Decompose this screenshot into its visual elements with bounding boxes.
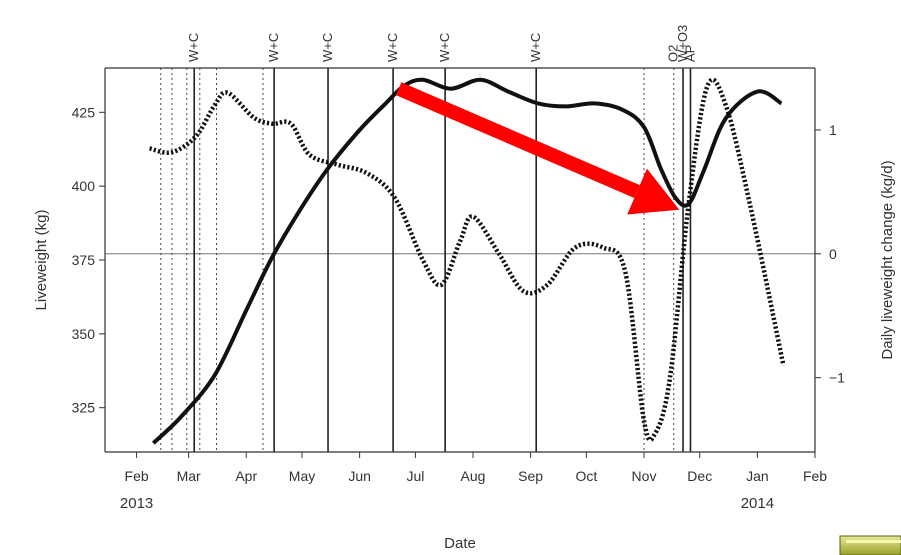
y2-tick-label: −1 [829, 370, 845, 386]
axes: 325 350 375 400 425 −1 0 1 Feb Mar Apr May Jun Jul Aug… [72, 67, 845, 512]
liveweight-line [151, 77, 783, 445]
x-year-label: 2013 [120, 495, 153, 512]
event-label: O2 [666, 45, 681, 62]
y-tick-label: 325 [72, 400, 96, 416]
y-tick-label: 425 [72, 104, 96, 120]
event-label: W+C [528, 33, 543, 62]
corner-badge-highlight [846, 540, 901, 543]
x-tick-label: Apr [235, 468, 257, 484]
x-tick-label: Oct [575, 468, 597, 484]
y-tick-label: 350 [72, 326, 96, 342]
annotation-layer [395, 82, 680, 215]
y-axis-title: Liveweight (kg) [33, 210, 50, 311]
x-year-label: 2014 [741, 495, 774, 512]
event-label: W+C [437, 33, 452, 62]
event-label: AP [682, 45, 697, 62]
event-label: W+O3 [675, 25, 690, 62]
series-layer [149, 77, 786, 445]
x-tick-label: Sep [518, 468, 543, 484]
x-tick-label: Nov [632, 468, 657, 484]
y-tick-label: 375 [72, 252, 96, 268]
x-tick-label: Aug [461, 468, 486, 484]
x-tick-label: Jul [406, 468, 424, 484]
corner-badge [839, 535, 901, 555]
y2-tick-label: 1 [829, 122, 837, 138]
x-tick-label: Jan [746, 468, 769, 484]
event-label: W+C [320, 33, 335, 62]
y-tick-label: 400 [72, 178, 96, 194]
annotation-arrow-shaft [395, 82, 640, 198]
y2-axis-title: Daily liveweight change (kg/d) [879, 160, 896, 359]
x-tick-label: Mar [177, 468, 201, 484]
daily-change-line [149, 77, 786, 443]
annotation-arrow-head [627, 168, 680, 215]
y2-tick-label: 0 [829, 246, 837, 262]
x-tick-label: Feb [125, 468, 149, 484]
x-tick-label: May [289, 468, 315, 484]
event-label: W+C [385, 33, 400, 62]
x-tick-label: Jun [348, 468, 371, 484]
event-label: W+C [186, 33, 201, 62]
x-axis-title: Date [444, 535, 476, 552]
event-label: W+C [266, 33, 281, 62]
x-tick-label: Dec [687, 468, 712, 484]
x-tick-label: Feb [803, 468, 827, 484]
